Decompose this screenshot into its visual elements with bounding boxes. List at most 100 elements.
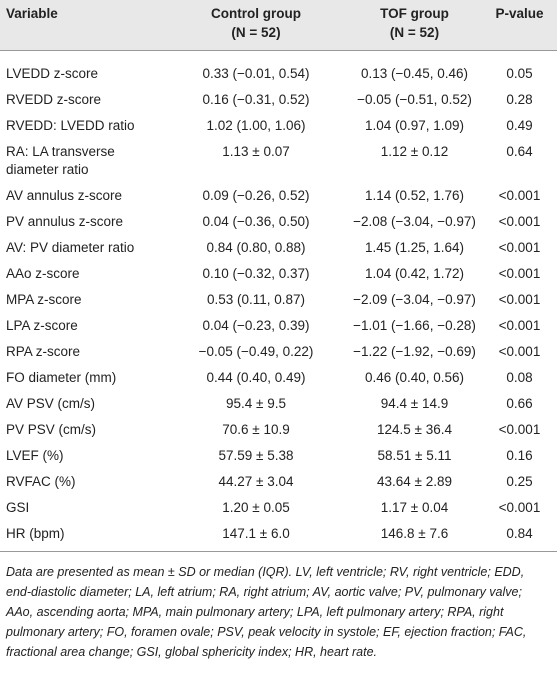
table-cell: RA: LA transverse diameter ratio	[6, 144, 115, 177]
table-cell: 147.1 ± 6.0	[222, 526, 290, 541]
table-cell: RVEDD z-score	[6, 92, 102, 107]
header-cell: P-value	[495, 6, 544, 21]
table-cell: PV PSV (cm/s)	[6, 422, 97, 437]
header-cell: TOF group	[380, 6, 449, 21]
table-cell: <0.001	[498, 266, 541, 281]
table-row: AV: PV diameter ratio 0.84 (0.80, 0.88) 1.…	[0, 235, 557, 261]
table-cell: 58.51 ± 5.11	[377, 448, 452, 463]
table-cell: LVEDD z-score	[6, 66, 99, 81]
table-cell: 0.49	[506, 118, 533, 133]
table-cell: 1.20 ± 0.05	[222, 500, 290, 515]
table-cell: PV annulus z-score	[6, 214, 124, 229]
subheader-cell: (N = 52)	[389, 25, 440, 40]
table-cell: 0.25	[506, 474, 533, 489]
table-row: AAo z-score 0.10 (−0.32, 0.37) 1.04 (0.42,…	[0, 261, 557, 287]
table-cell: <0.001	[498, 500, 541, 515]
table-cell: 0.46 (0.40, 0.56)	[364, 370, 465, 385]
table-cell: 0.84	[506, 526, 533, 541]
subheader-row: (N = 52) (N = 52)	[0, 23, 557, 51]
table-body: LVEDD z-score 0.33 (−0.01, 0.54) 0.13 (−0.…	[0, 51, 557, 552]
subheader-cell: (N = 52)	[231, 25, 281, 40]
table-cell: 146.8 ± 7.6	[380, 526, 449, 541]
table-cell: RPA z-score	[6, 344, 81, 359]
table-row: RA: LA transverse diameter ratio 1.13 ± 0…	[0, 139, 557, 183]
table-cell: AV: PV diameter ratio	[6, 240, 135, 255]
header-cell	[482, 23, 557, 51]
table-cell: AV PSV (cm/s)	[6, 396, 96, 411]
table-row: RVEDD z-score 0.16 (−0.31, 0.52) −0.05 (−0…	[0, 87, 557, 113]
table-cell: <0.001	[498, 240, 541, 255]
header-cell	[0, 23, 165, 51]
table-cell: 1.13 ± 0.07	[222, 144, 290, 159]
table-cell: −1.22 (−1.92, −0.69)	[353, 344, 476, 359]
table-cell: −2.08 (−3.04, −0.97)	[353, 214, 476, 229]
table-cell: 1.17 ± 0.04	[380, 500, 449, 515]
table-cell: FO diameter (mm)	[6, 370, 117, 385]
table-cell: AAo z-score	[6, 266, 80, 281]
header-cell: Variable	[6, 6, 58, 21]
table-row: PV PSV (cm/s) 70.6 ± 10.9 124.5 ± 36.4 <0.0…	[0, 417, 557, 443]
header-row: Variable Control group TOF group P-value	[0, 0, 557, 23]
table-cell: HR (bpm)	[6, 526, 65, 541]
table-cell: 0.04 (−0.36, 0.50)	[202, 214, 310, 229]
table-cell: AV annulus z-score	[6, 188, 123, 203]
table-cell: 43.64 ± 2.89	[377, 474, 452, 489]
table-cell: 0.16 (−0.31, 0.52)	[202, 92, 310, 107]
table-cell: 0.13 (−0.45, 0.46)	[361, 66, 468, 81]
table-row: GSI 1.20 ± 0.05 1.17 ± 0.04 <0.001	[0, 495, 557, 521]
table-cell: 0.05	[506, 66, 533, 81]
table-cell: <0.001	[498, 188, 541, 203]
table-cell: −0.05 (−0.51, 0.52)	[357, 92, 472, 107]
footnote: Data are presented as mean ± SD or media…	[6, 565, 527, 659]
header-cell: Control group	[211, 6, 301, 21]
table-cell: 0.09 (−0.26, 0.52)	[202, 188, 310, 203]
table-cell: −0.05 (−0.49, 0.22)	[198, 344, 314, 359]
table-cell: 0.44 (0.40, 0.49)	[206, 370, 306, 385]
table-cell: 0.66	[506, 396, 533, 411]
table-cell: 1.04 (0.42, 1.72)	[364, 266, 465, 281]
table-cell: RVEDD: LVEDD ratio	[6, 118, 135, 133]
table-cell: GSI	[6, 500, 30, 515]
table-cell: 0.53 (0.11, 0.87)	[206, 292, 306, 307]
table-row: MPA z-score 0.53 (0.11, 0.87) −2.09 (−3.04…	[0, 287, 557, 313]
table-cell: LVEF (%)	[6, 448, 64, 463]
table-row: PV annulus z-score 0.04 (−0.36, 0.50) −2.0…	[0, 209, 557, 235]
table-cell: 44.27 ± 3.04	[218, 474, 294, 489]
table-cell: <0.001	[498, 318, 541, 333]
table-row: HR (bpm) 147.1 ± 6.0 146.8 ± 7.6 0.84	[0, 521, 557, 552]
table-cell: <0.001	[498, 214, 541, 229]
table-cell: 1.02 (1.00, 1.06)	[206, 118, 306, 133]
table-cell: 1.12 ± 0.12	[380, 144, 449, 159]
table-cell: 0.28	[506, 92, 533, 107]
table-cell: −2.09 (−3.04, −0.97)	[353, 292, 476, 307]
table-row: RVFAC (%) 44.27 ± 3.04 43.64 ± 2.89 0.25	[0, 469, 557, 495]
table-cell: 57.59 ± 5.38	[218, 448, 294, 463]
table-cell: 0.84 (0.80, 0.88)	[206, 240, 306, 255]
table-cell: <0.001	[498, 344, 541, 359]
table-cell: <0.001	[498, 422, 541, 437]
table-cell: 0.08	[506, 370, 533, 385]
table-cell: 94.4 ± 14.9	[380, 396, 449, 411]
table-cell: 70.6 ± 10.9	[222, 422, 290, 437]
table-cell: −1.01 (−1.66, −0.28)	[353, 318, 476, 333]
data-table: Variable Control group TOF group P-value (N …	[0, 0, 557, 552]
table-cell: 1.45 (1.25, 1.64)	[364, 240, 465, 255]
table-cell: 95.4 ± 9.5	[226, 396, 286, 411]
table-row: AV annulus z-score 0.09 (−0.26, 0.52) 1.14…	[0, 183, 557, 209]
table-cell: 124.5 ± 36.4	[377, 422, 452, 437]
table-row: FO diameter (mm) 0.44 (0.40, 0.49) 0.46 (0…	[0, 365, 557, 391]
table-cell: 0.04 (−0.23, 0.39)	[202, 318, 310, 333]
table-cell: 0.10 (−0.32, 0.37)	[202, 266, 310, 281]
table-row: AV PSV (cm/s) 95.4 ± 9.5 94.4 ± 14.9 0.66	[0, 391, 557, 417]
table-row: LVEF (%) 57.59 ± 5.38 58.51 ± 5.11 0.16	[0, 443, 557, 469]
table-cell: 0.33 (−0.01, 0.54)	[202, 66, 310, 81]
table-cell: 1.04 (0.97, 1.09)	[364, 118, 465, 133]
table-cell: 1.14 (0.52, 1.76)	[364, 188, 465, 203]
table-header: Variable Control group TOF group P-value (N …	[0, 0, 557, 51]
table-cell: RVFAC (%)	[6, 474, 76, 489]
table-cell: MPA z-score	[6, 292, 82, 307]
table-cell: <0.001	[498, 292, 541, 307]
table-cell: LPA z-score	[6, 318, 78, 333]
table-row: LPA z-score 0.04 (−0.23, 0.39) −1.01 (−1.6…	[0, 313, 557, 339]
